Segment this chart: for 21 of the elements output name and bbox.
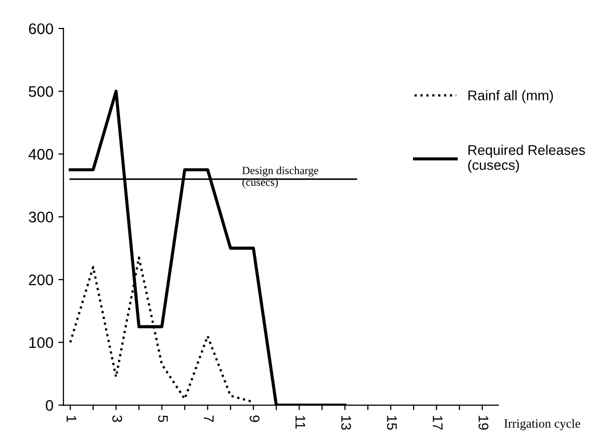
y-tick-label: 400 — [28, 148, 54, 160]
x-tick-label: 15 — [386, 416, 397, 430]
x-tick-label: 5 — [158, 415, 168, 422]
x-tick-label: 17 — [432, 416, 442, 430]
ref-line-label: Design discharge (cusecs) — [242, 166, 318, 188]
legend-label: Required Releases (cusecs) — [468, 144, 585, 173]
x-tick-label: 1 — [66, 416, 76, 422]
y-tick-label: 200 — [28, 274, 54, 286]
y-tick-label: 300 — [28, 212, 54, 222]
y-tick-label: 0 — [46, 400, 54, 411]
x-tick-label: 13 — [341, 416, 352, 430]
x-tick-label: 11 — [296, 416, 306, 429]
y-tick-label: 600 — [28, 23, 54, 34]
x-tick-label: 3 — [112, 415, 122, 422]
x-axis-title: Irrigation cycle — [504, 418, 580, 430]
y-tick-label: 100 — [29, 337, 54, 348]
y-tick-label: 500 — [28, 86, 54, 97]
legend-label: Rainf all (mm) — [468, 90, 553, 104]
x-tick-label: 7 — [204, 416, 214, 422]
x-tick-label: 19 — [478, 416, 488, 430]
x-tick-label: 9 — [250, 416, 260, 422]
